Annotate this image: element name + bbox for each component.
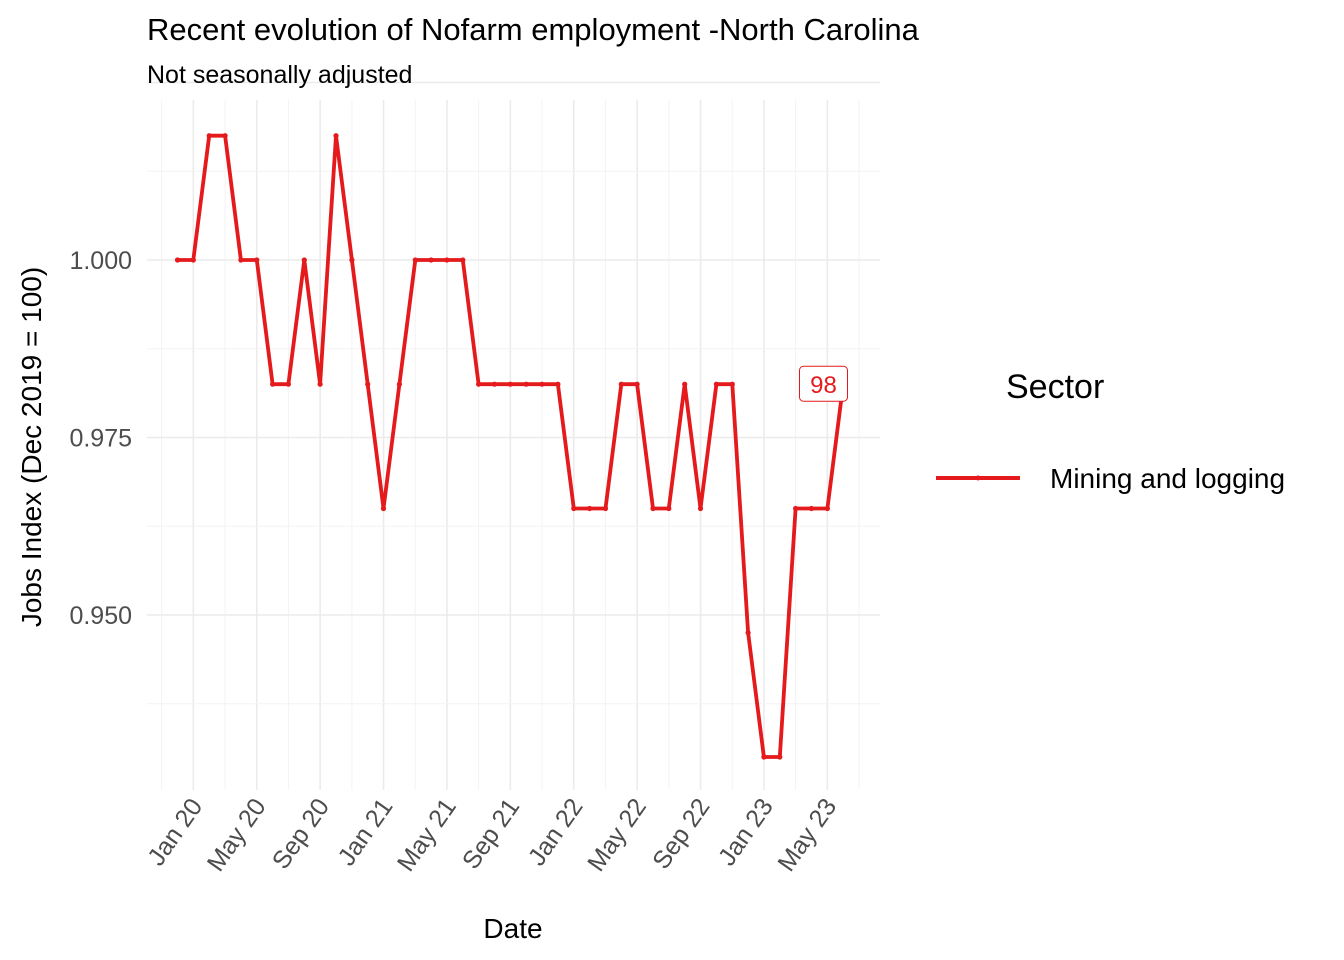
data-point (476, 381, 482, 387)
annotation-box (799, 365, 848, 402)
x-tick-label: Jan 20 (142, 793, 208, 871)
data-point (824, 505, 831, 512)
data-point (571, 505, 577, 512)
x-tick-label: May 20 (202, 793, 272, 876)
x-tick-label: Jan 21 (332, 793, 398, 871)
x-tick-label: Jan 23 (713, 793, 779, 871)
grid (147, 81, 880, 790)
x-tick-label: Sep 22 (647, 793, 715, 874)
data-point (301, 257, 307, 263)
data-point (349, 257, 355, 263)
x-tick-label: Jan 22 (523, 793, 589, 871)
data-point (270, 381, 276, 387)
data-point (491, 381, 498, 387)
chart-title: Recent evolution of Nofarm employment -N… (147, 12, 920, 47)
x-tick-label: May 23 (772, 793, 842, 876)
legend-key-point (975, 475, 981, 481)
data-point (523, 381, 529, 387)
data-point (174, 257, 181, 263)
y-tick-label: 0.975 (69, 425, 132, 453)
data-point (777, 754, 783, 760)
x-axis-title: Date (483, 913, 542, 944)
data-point (428, 257, 434, 263)
y-tick-label: 1.000 (69, 247, 132, 275)
data-point (729, 381, 735, 387)
annotation-label: 98 (810, 372, 837, 399)
x-tick-label: May 21 (392, 793, 462, 876)
data-point (333, 133, 339, 139)
data-point (238, 257, 244, 263)
data-point (539, 381, 545, 387)
data-point (412, 257, 418, 263)
data-point (713, 381, 720, 387)
data-point (380, 505, 387, 512)
data-point (222, 133, 228, 139)
data-point (682, 381, 688, 387)
x-tick-label: Sep 21 (457, 793, 525, 874)
data-point (602, 505, 609, 512)
data-point (808, 505, 815, 512)
data-point (793, 505, 799, 512)
data-point (745, 630, 751, 636)
data-point (618, 381, 624, 387)
x-tick-label: May 22 (582, 793, 652, 876)
data-point (254, 257, 260, 263)
data-point (587, 505, 593, 512)
data-point (460, 257, 466, 263)
data-point (317, 381, 323, 387)
y-axis-title: Jobs Index (Dec 2019 = 100) (16, 267, 47, 627)
chart-subtitle: Not seasonally adjusted (147, 61, 412, 89)
data-point (555, 381, 561, 387)
data-point (507, 381, 513, 387)
data-point (650, 505, 656, 512)
x-tick-label: Sep 20 (267, 793, 335, 874)
data-point (444, 257, 450, 263)
data-point (634, 381, 640, 387)
legend: Sector Mining and logging (936, 368, 1285, 494)
data-point (396, 381, 402, 387)
y-tick-label: 0.950 (69, 602, 132, 630)
data-point (206, 133, 212, 139)
data-point (697, 505, 704, 512)
data-point (190, 257, 196, 263)
legend-label: Mining and logging (1050, 463, 1285, 494)
data-point (365, 381, 371, 387)
data-point (761, 754, 767, 760)
legend-title: Sector (1006, 368, 1104, 406)
annotation-layer: 98 (799, 365, 848, 402)
data-point (666, 505, 672, 512)
data-point (285, 381, 291, 387)
